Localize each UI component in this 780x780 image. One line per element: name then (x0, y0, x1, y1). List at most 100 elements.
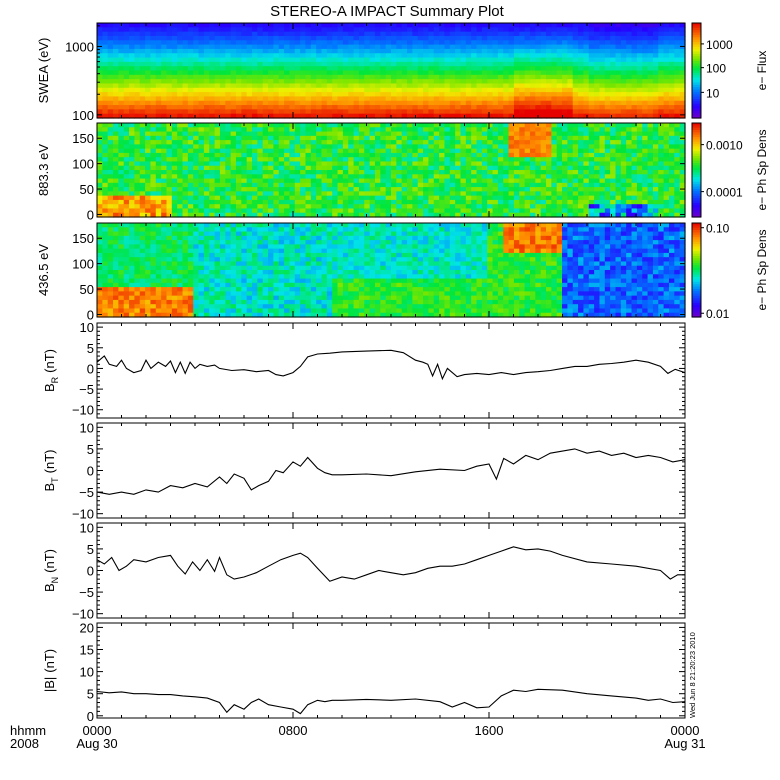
spectrogram-cell (439, 165, 446, 171)
spectrogram-cell (455, 195, 462, 201)
spectrogram-cell (412, 170, 419, 175)
spectrogram-cell (161, 178, 168, 184)
spectrogram-cell (107, 92, 114, 98)
spectrogram-cell (150, 208, 157, 214)
spectrogram-cell (219, 148, 226, 154)
spectrogram-cell (668, 170, 675, 175)
spectrogram-cell (562, 148, 568, 154)
spectrogram-cell (455, 178, 462, 184)
spectrogram-cell (546, 57, 552, 63)
spectrogram-cell (658, 208, 665, 214)
spectrogram-cell (246, 57, 253, 63)
spectrogram-cell (423, 87, 430, 93)
spectrogram-cell (476, 109, 483, 115)
spectrogram-cell (171, 157, 178, 163)
colorbar-swatch (692, 77, 701, 81)
spectrogram-cell (567, 74, 574, 80)
spectrogram-cell (155, 131, 162, 137)
spectrogram-cell (203, 127, 210, 133)
spectrogram-cell (353, 182, 360, 188)
colorbar-swatch (692, 46, 701, 50)
spectrogram-cell (417, 199, 424, 205)
spectrogram-cell (316, 157, 323, 163)
spectrogram-cell (252, 87, 258, 93)
spectrogram-cell (481, 27, 488, 33)
spectrogram-cell (487, 204, 494, 210)
spectrogram-cell (481, 127, 488, 133)
spectrogram-cell (588, 152, 595, 158)
spectrogram-cell (444, 44, 451, 50)
colorbar-swatch (692, 151, 701, 155)
spectrogram-cell (535, 191, 542, 197)
spectrogram-cell (187, 109, 194, 115)
spectrogram-cell (626, 87, 633, 93)
spectrogram-cell (161, 44, 168, 50)
spectrogram-cell (679, 127, 686, 133)
spectrogram-cell (647, 195, 654, 201)
spectrogram-cell (546, 87, 552, 93)
spectrogram-cell (278, 83, 285, 89)
spectrogram-cell (139, 199, 146, 205)
spectrogram-cell (102, 96, 109, 102)
spectrogram-cell (610, 27, 617, 33)
spectrogram-cell (433, 135, 440, 141)
spectrogram-cell (391, 178, 397, 184)
spectrogram-cell (433, 23, 440, 28)
spectrogram-cell (118, 66, 125, 72)
spectrogram-cell (572, 96, 579, 102)
spectrogram-cell (546, 96, 552, 102)
spectrogram-cell (289, 127, 296, 133)
spectrogram-cell (497, 113, 504, 119)
spectrogram-cell (562, 191, 568, 197)
spectrogram-cell (332, 157, 339, 163)
colorbar-swatch (692, 130, 701, 133)
spectrogram-cell (449, 48, 456, 54)
spectrogram-cell (465, 100, 472, 106)
spectrogram-cell (471, 23, 478, 28)
spectrogram-cell (455, 27, 462, 33)
spectrogram-cell (364, 35, 371, 41)
spectrogram-cell (193, 157, 200, 163)
spectrogram-cell (348, 100, 355, 106)
colorbar-swatch (692, 108, 701, 112)
spectrogram-cell (118, 27, 125, 33)
spectrogram-cell (278, 40, 285, 46)
spectrogram-cell (401, 178, 408, 184)
spectrogram-cell (663, 212, 670, 218)
spectrogram-cell (193, 140, 200, 145)
spectrogram-cell (636, 31, 643, 37)
spectrogram-cell (134, 48, 141, 54)
spectrogram-cell (353, 44, 360, 50)
spectrogram-cell (567, 123, 574, 128)
spectrogram-cell (203, 182, 210, 188)
spectrogram-cell (487, 48, 494, 54)
spectrogram-cell (465, 109, 472, 115)
spectrogram-cell (663, 148, 670, 154)
spectrogram-cell (102, 152, 109, 158)
spectrogram-cell (578, 135, 585, 141)
spectrogram-cell (102, 227, 109, 233)
spectrogram-cell (529, 123, 536, 128)
spectrogram-cell (562, 23, 568, 28)
spectrogram-cell (374, 92, 381, 98)
spectrogram-cell (235, 152, 242, 158)
spectrogram-cell (679, 123, 686, 128)
spectrogram-cell (294, 161, 301, 167)
spectrogram-cell (374, 161, 381, 167)
spectrogram-cell (503, 113, 510, 119)
spectrogram-cell (97, 157, 103, 163)
spectrogram-cell (177, 212, 184, 218)
spectrogram-cell (508, 105, 515, 110)
spectrogram-cell (647, 27, 654, 33)
spectrogram-cell (562, 31, 568, 37)
spectrogram-cell (305, 109, 312, 115)
spectrogram-cell (631, 87, 638, 93)
spectrogram-cell (161, 27, 168, 33)
spectrogram-cell (492, 131, 499, 137)
spectrogram-cell (161, 61, 168, 67)
spectrogram-cell (123, 187, 130, 192)
spectrogram-cell (529, 165, 536, 171)
spectrogram-cell (556, 70, 563, 76)
spectrogram-cell (497, 212, 504, 218)
spectrogram-cell (123, 127, 130, 133)
